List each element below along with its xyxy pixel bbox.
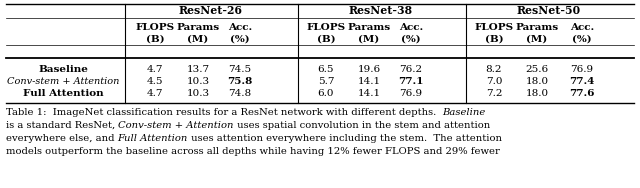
Text: Conv-stem + Attention: Conv-stem + Attention — [7, 77, 119, 86]
Text: everywhere else, and: everywhere else, and — [6, 134, 118, 143]
Text: (%): (%) — [401, 35, 421, 43]
Text: 74.8: 74.8 — [228, 89, 252, 98]
Text: 18.0: 18.0 — [525, 77, 548, 86]
Text: 75.8: 75.8 — [227, 77, 253, 86]
Text: (M): (M) — [188, 35, 209, 43]
Text: 14.1: 14.1 — [357, 89, 381, 98]
Text: FLOPS: FLOPS — [136, 23, 175, 32]
Text: Acc.: Acc. — [570, 23, 594, 32]
Text: FLOPS: FLOPS — [474, 23, 513, 32]
Text: models outperform the baseline across all depths while having 12% fewer FLOPS an: models outperform the baseline across al… — [6, 147, 500, 156]
Text: 77.1: 77.1 — [398, 77, 424, 86]
Text: (%): (%) — [572, 35, 592, 43]
Text: (M): (M) — [526, 35, 548, 43]
Text: 10.3: 10.3 — [186, 77, 209, 86]
Text: 77.4: 77.4 — [570, 77, 595, 86]
Text: uses attention everywhere including the stem.  The attention: uses attention everywhere including the … — [188, 134, 502, 143]
Text: uses spatial convolution in the stem and attention: uses spatial convolution in the stem and… — [234, 121, 490, 130]
Text: 25.6: 25.6 — [525, 64, 548, 74]
Text: 13.7: 13.7 — [186, 64, 209, 74]
Text: (B): (B) — [146, 35, 164, 43]
Text: Full Attention: Full Attention — [118, 134, 188, 143]
Text: 4.5: 4.5 — [147, 77, 163, 86]
Text: Conv-stem + Attention: Conv-stem + Attention — [118, 121, 234, 130]
Text: 19.6: 19.6 — [357, 64, 381, 74]
Text: 14.1: 14.1 — [357, 77, 381, 86]
Text: 76.9: 76.9 — [399, 89, 422, 98]
Text: 77.6: 77.6 — [569, 89, 595, 98]
Text: FLOPS: FLOPS — [307, 23, 346, 32]
Text: Baseline: Baseline — [38, 64, 88, 74]
Text: 6.0: 6.0 — [317, 89, 334, 98]
Text: is a standard ResNet,: is a standard ResNet, — [6, 121, 118, 130]
Text: (M): (M) — [358, 35, 380, 43]
Text: 7.0: 7.0 — [486, 77, 502, 86]
Text: 7.2: 7.2 — [486, 89, 502, 98]
Text: 74.5: 74.5 — [228, 64, 252, 74]
Text: 76.9: 76.9 — [570, 64, 593, 74]
Text: ResNet-50: ResNet-50 — [517, 5, 581, 17]
Text: 8.2: 8.2 — [486, 64, 502, 74]
Text: 10.3: 10.3 — [186, 89, 209, 98]
Text: Params: Params — [177, 23, 220, 32]
Text: 76.2: 76.2 — [399, 64, 422, 74]
Text: Params: Params — [348, 23, 390, 32]
Text: (B): (B) — [484, 35, 503, 43]
Text: 5.7: 5.7 — [317, 77, 334, 86]
Text: (%): (%) — [230, 35, 250, 43]
Text: 18.0: 18.0 — [525, 89, 548, 98]
Text: Acc.: Acc. — [399, 23, 423, 32]
Text: Acc.: Acc. — [228, 23, 252, 32]
Text: 6.5: 6.5 — [317, 64, 334, 74]
Text: ResNet-38: ResNet-38 — [349, 5, 413, 17]
Text: 4.7: 4.7 — [147, 89, 163, 98]
Text: Table 1:  ImageNet classification results for a ResNet network with different de: Table 1: ImageNet classification results… — [6, 108, 442, 117]
Text: Full Attention: Full Attention — [22, 89, 103, 98]
Text: Params: Params — [515, 23, 559, 32]
Text: ResNet-26: ResNet-26 — [179, 5, 243, 17]
Text: 4.7: 4.7 — [147, 64, 163, 74]
Text: (B): (B) — [317, 35, 335, 43]
Text: Baseline: Baseline — [442, 108, 486, 117]
